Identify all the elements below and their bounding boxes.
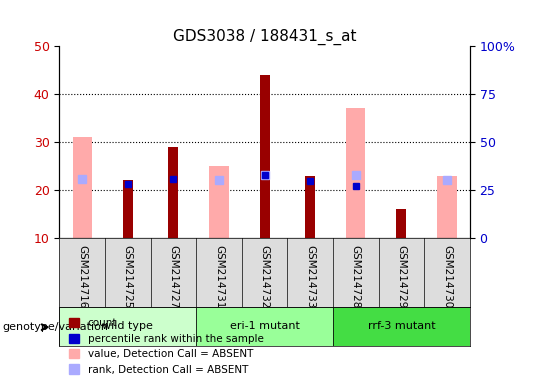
Text: GSM214729: GSM214729	[396, 245, 407, 308]
Title: GDS3038 / 188431_s_at: GDS3038 / 188431_s_at	[173, 28, 356, 45]
Bar	[196, 307, 333, 346]
Text: GSM214730: GSM214730	[442, 245, 452, 308]
Bar	[123, 180, 133, 238]
Text: wild type: wild type	[103, 321, 153, 331]
Text: GSM214732: GSM214732	[260, 245, 269, 308]
Bar	[59, 307, 196, 346]
Bar	[437, 176, 457, 238]
Text: GSM214725: GSM214725	[123, 245, 133, 308]
Bar	[210, 166, 228, 238]
Bar	[333, 307, 470, 346]
Bar	[346, 108, 366, 238]
Text: eri-1 mutant: eri-1 mutant	[230, 321, 300, 331]
Text: GSM214733: GSM214733	[305, 245, 315, 308]
Text: GSM214731: GSM214731	[214, 245, 224, 308]
Text: rrf-3 mutant: rrf-3 mutant	[368, 321, 435, 331]
Bar	[168, 147, 178, 238]
Text: GSM214727: GSM214727	[168, 245, 178, 308]
Bar	[396, 209, 407, 238]
Bar	[72, 137, 92, 238]
Bar	[305, 176, 315, 238]
Text: genotype/variation: genotype/variation	[3, 322, 109, 332]
Text: GSM214716: GSM214716	[77, 245, 87, 308]
Legend: count, percentile rank within the sample, value, Detection Call = ABSENT, rank, : count, percentile rank within the sample…	[65, 314, 267, 379]
Text: GSM214728: GSM214728	[351, 245, 361, 308]
Bar	[260, 75, 269, 238]
